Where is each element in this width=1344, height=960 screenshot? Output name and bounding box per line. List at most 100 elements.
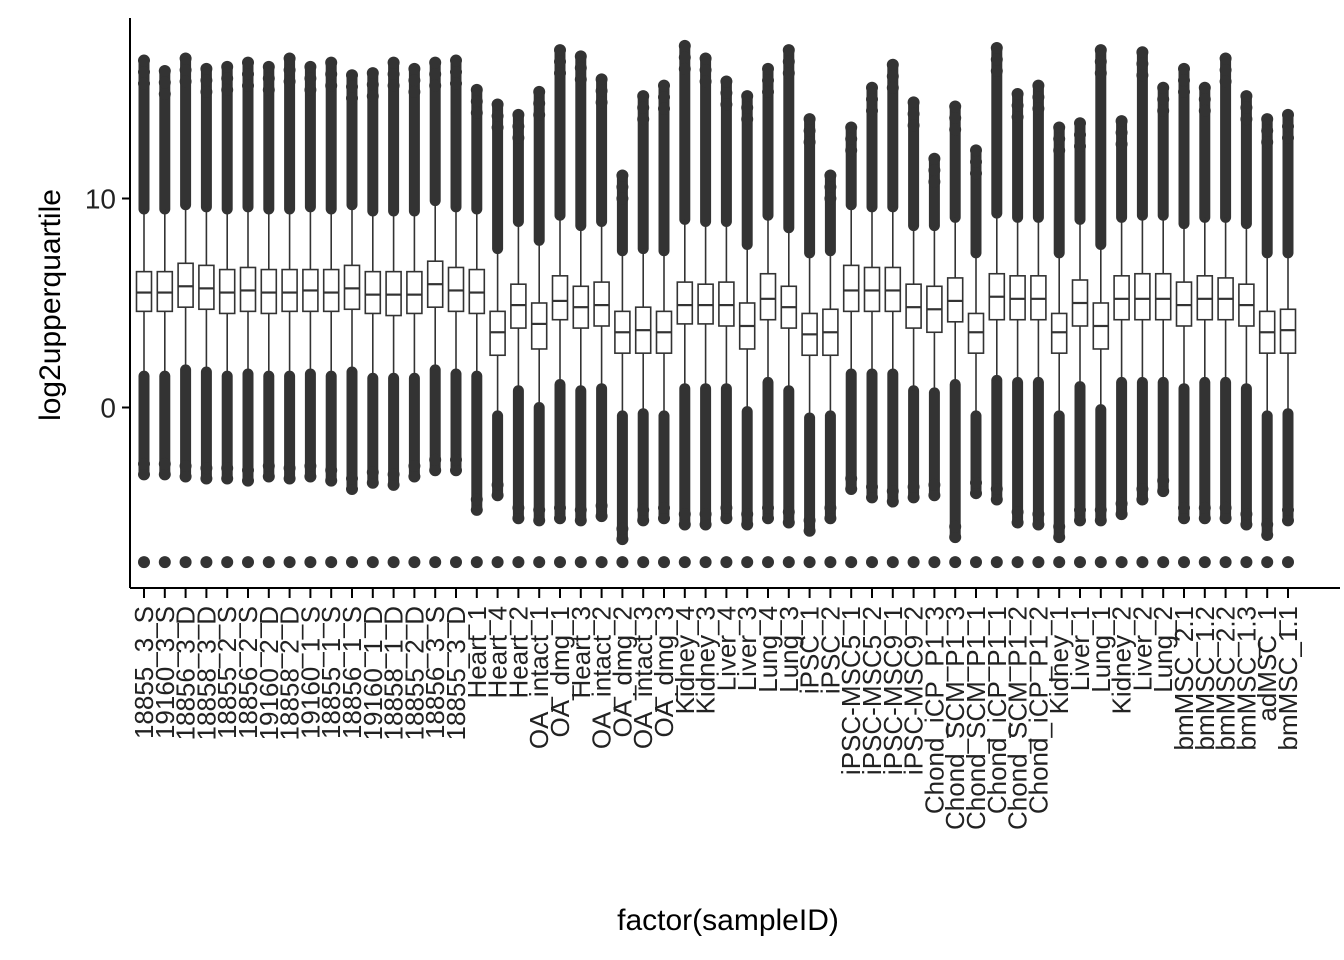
outlier-point xyxy=(1240,90,1253,103)
x-tick-label: 19160_3_S xyxy=(150,606,180,739)
outlier-point xyxy=(200,85,213,98)
outlier-point xyxy=(1011,516,1024,529)
outlier-point xyxy=(1282,131,1294,144)
outlier-point xyxy=(450,453,462,466)
box-iqr xyxy=(406,270,423,315)
x-tick-label: Chond_iCP_P1_3 xyxy=(919,606,949,814)
box-group xyxy=(780,44,798,569)
box-group xyxy=(468,83,486,569)
floor-outlier-point xyxy=(928,556,941,569)
outlier-point xyxy=(824,181,837,194)
outlier-point xyxy=(845,132,858,145)
outlier-point xyxy=(782,55,795,68)
box-iqr xyxy=(551,275,569,321)
outlier-point xyxy=(304,83,317,96)
outlier-point xyxy=(741,101,754,114)
outlier-point xyxy=(470,493,483,506)
outlier-point xyxy=(574,73,587,86)
outlier-point xyxy=(803,136,816,149)
x-tick-label: 18855_1_S xyxy=(316,606,346,739)
box-group xyxy=(1175,62,1193,569)
floor-outlier-point xyxy=(1240,556,1253,569)
outlier-point xyxy=(325,474,338,487)
box-group xyxy=(1258,113,1276,569)
outlier-point xyxy=(595,96,608,109)
x-tick-label: 18856_3_S xyxy=(420,606,450,739)
outlier-point xyxy=(242,474,254,487)
outlier-point xyxy=(824,192,837,205)
floor-outlier-point xyxy=(179,556,192,569)
floor-outlier-point xyxy=(138,556,150,569)
box-iqr xyxy=(364,270,382,315)
outlier-point xyxy=(1011,88,1024,100)
outlier-point xyxy=(1053,121,1066,134)
outlier-point xyxy=(429,56,442,69)
outlier-point xyxy=(1074,514,1086,527)
floor-outlier-point xyxy=(429,556,442,569)
outlier-point xyxy=(179,52,192,65)
x-tick-label: Kidney_4 xyxy=(670,606,700,714)
outlier-point xyxy=(616,181,629,194)
outlier-point xyxy=(179,75,192,88)
floor-outlier-point xyxy=(304,556,317,569)
box-iqr xyxy=(842,264,860,313)
box-group xyxy=(1092,44,1110,569)
box-group xyxy=(1238,90,1255,569)
floor-outlier-point xyxy=(387,556,400,569)
outlier-point xyxy=(886,81,899,94)
floor-outlier-point xyxy=(346,556,358,569)
x-tick-label: 18856_3_D xyxy=(171,606,201,740)
outlier-point xyxy=(512,120,525,133)
floor-outlier-point xyxy=(325,556,338,569)
x-tick-label: bmMSC_1.3 xyxy=(1231,606,1261,751)
outlier-point xyxy=(346,92,358,105)
outlier-point xyxy=(429,68,442,81)
floor-outlier-point xyxy=(699,556,712,569)
x-tick-label: OA_dmg_1 xyxy=(545,606,575,738)
outlier-point xyxy=(346,483,358,496)
x-tick-label: 18856_1_S xyxy=(337,606,367,739)
x-tick-label: Liver_2 xyxy=(1127,606,1157,691)
outlier-point xyxy=(824,169,837,182)
outlier-point xyxy=(325,464,338,477)
outlier-point xyxy=(803,124,816,137)
outlier-point xyxy=(491,478,504,491)
box-group xyxy=(905,96,922,569)
floor-outlier-point xyxy=(242,556,254,569)
outlier-point xyxy=(699,518,712,531)
outlier-point xyxy=(574,50,587,63)
outlier-point xyxy=(678,518,691,531)
outlier-point xyxy=(1198,512,1211,525)
outlier-point xyxy=(387,468,400,481)
outlier-point xyxy=(1094,55,1107,68)
x-tick-label: Kidney_1 xyxy=(1044,606,1074,714)
floor-outlier-point xyxy=(1219,556,1232,569)
outlier-point xyxy=(346,80,358,93)
outlier-point xyxy=(637,514,650,527)
floor-outlier-point xyxy=(158,556,171,569)
outlier-point xyxy=(429,453,442,466)
outlier-point xyxy=(1219,512,1232,525)
outlier-point xyxy=(928,489,941,502)
outlier-point xyxy=(1053,132,1066,145)
floor-outlier-point xyxy=(221,556,234,569)
box-group xyxy=(530,85,548,569)
floor-outlier-point xyxy=(824,556,837,569)
outlier-point xyxy=(970,476,982,489)
outlier-point xyxy=(949,112,962,125)
box-group xyxy=(863,81,881,569)
outlier-point xyxy=(928,164,941,177)
floor-outlier-point xyxy=(200,556,213,569)
box-group xyxy=(135,54,153,569)
floor-outlier-point xyxy=(574,556,587,569)
outlier-point xyxy=(1219,75,1232,88)
outlier-point xyxy=(1240,508,1253,521)
outlier-point xyxy=(242,464,254,477)
outlier-point xyxy=(866,104,878,117)
outlier-point xyxy=(949,520,962,533)
outlier-point xyxy=(1136,57,1149,70)
outlier-point xyxy=(533,85,546,98)
outlier-point xyxy=(845,483,858,496)
floor-outlier-point xyxy=(512,556,525,569)
outlier-point xyxy=(1074,128,1086,141)
